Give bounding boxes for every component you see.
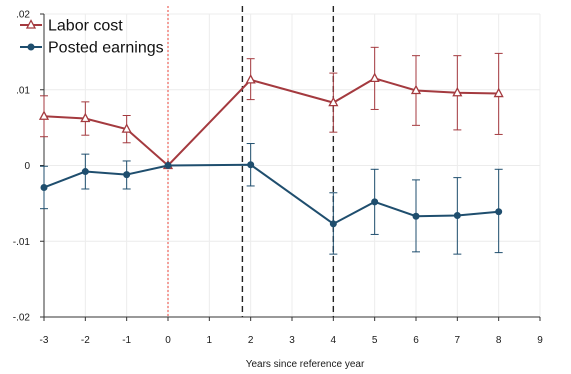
data-point-marker [493, 87, 504, 98]
x-tick-label: 8 [496, 335, 502, 346]
legend: Labor cost Posted earnings [20, 18, 164, 57]
data-point-marker [369, 72, 380, 83]
y-tick-label: .02 [16, 10, 30, 21]
data-point-marker [123, 171, 131, 179]
data-point-marker [121, 123, 132, 133]
data-point-marker [410, 84, 422, 95]
legend-marker [27, 43, 35, 51]
data-point-marker [495, 208, 503, 216]
data-point-marker [81, 168, 89, 176]
data-point-marker [40, 183, 48, 191]
x-tick-label: -3 [40, 335, 49, 346]
data-point-marker [452, 86, 463, 97]
series-labor-cost [38, 46, 504, 170]
y-tick-label: -.01 [13, 237, 31, 248]
x-tick-label: 1 [207, 335, 213, 346]
data-point-marker [371, 198, 379, 206]
data-point-marker [329, 220, 337, 228]
x-tick-label: 5 [372, 335, 378, 346]
x-tick-label: 2 [248, 335, 254, 346]
legend-marker [25, 19, 37, 29]
x-axis-title: Years since reference year [246, 359, 365, 370]
grid [43, 13, 541, 318]
axes: -3 -2 -1 0 1 2 3 4 5 6 7 8 9 -.02 -.01 0 .01 .02 [13, 10, 543, 347]
data-point-marker [453, 211, 461, 219]
legend-item: Labor cost [20, 18, 123, 35]
legend-label: Labor cost [48, 18, 123, 35]
x-tick-label: 4 [331, 335, 337, 346]
data-point-marker [164, 162, 172, 169]
x-tick-label: 6 [413, 335, 419, 346]
series-layer [38, 46, 504, 255]
x-tick-label: 9 [537, 335, 543, 346]
reference-lines [167, 6, 335, 317]
data-point-marker [245, 74, 256, 84]
x-tick-label: 3 [289, 335, 295, 346]
legend-item: Posted earnings [20, 40, 164, 57]
data-point-marker [412, 212, 420, 220]
legend-label: Posted earnings [48, 40, 164, 57]
data-point-marker [328, 96, 339, 107]
y-tick-label: 0 [24, 161, 30, 172]
series-line [43, 163, 499, 226]
y-tick-label: .01 [16, 85, 30, 96]
series-posted-earnings [40, 143, 503, 255]
y-tick-label: -.02 [13, 313, 31, 324]
data-point-marker [247, 161, 255, 169]
series-line [43, 77, 499, 167]
x-tick-label: -1 [122, 335, 131, 346]
x-tick-label: 7 [455, 335, 461, 346]
x-tick-label: 0 [165, 335, 171, 346]
data-point-marker [80, 112, 91, 123]
data-point-marker [38, 110, 50, 120]
x-tick-label: -2 [81, 335, 90, 346]
